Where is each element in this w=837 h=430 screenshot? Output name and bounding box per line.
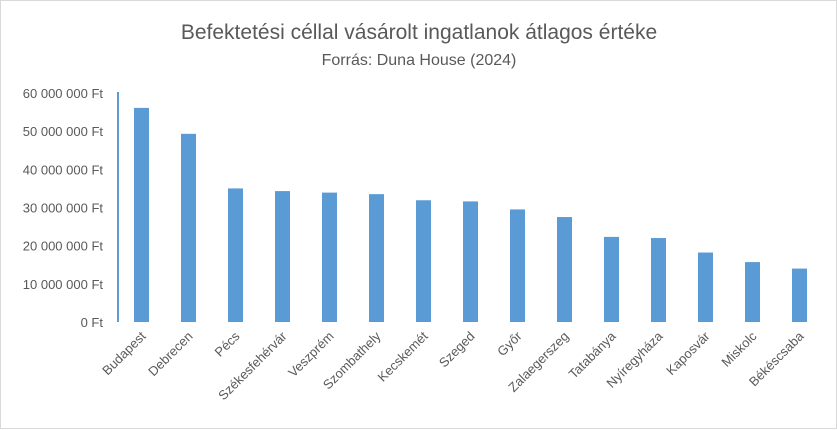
y-tick-label: 50 000 000 Ft (23, 124, 104, 139)
x-tick-label: Győr (494, 328, 525, 359)
bar (369, 194, 384, 322)
x-tick-label: Miskolc (718, 328, 760, 370)
x-tick-label: Kaposvár (663, 328, 713, 378)
bars-group (134, 107, 807, 322)
bar (510, 209, 525, 322)
y-tick-label: 30 000 000 Ft (23, 201, 104, 216)
y-tick-label: 40 000 000 Ft (23, 162, 104, 177)
bar (228, 188, 243, 322)
chart-title: Befektetési céllal vásárolt ingatlanok á… (181, 21, 657, 44)
bar (134, 107, 149, 322)
x-tick-label: Budapest (99, 328, 149, 378)
x-tick-label: Debrecen (145, 329, 195, 379)
x-tick-label: Szeged (436, 329, 478, 371)
bar (181, 133, 196, 322)
bar (463, 201, 478, 322)
x-tick-label: Kecskemét (375, 328, 431, 384)
y-axis-ticks: 0 Ft 10 000 000 Ft 20 000 000 Ft 30 000 000… (23, 86, 104, 330)
y-tick-label: 60 000 000 Ft (23, 86, 104, 101)
bar (604, 236, 619, 322)
x-tick-label: Pécs (212, 328, 243, 359)
y-tick-label: 10 000 000 Ft (23, 277, 104, 292)
bar (792, 268, 807, 322)
chart-subtitle: Forrás: Duna House (2024) (322, 52, 517, 69)
bar (698, 252, 713, 322)
bar (416, 200, 431, 322)
bar (651, 238, 666, 322)
y-tick-label: 0 Ft (81, 315, 104, 330)
y-tick-label: 20 000 000 Ft (23, 239, 104, 254)
bar (275, 191, 290, 322)
bar (322, 192, 337, 322)
bar (557, 217, 572, 322)
bar (745, 262, 760, 322)
